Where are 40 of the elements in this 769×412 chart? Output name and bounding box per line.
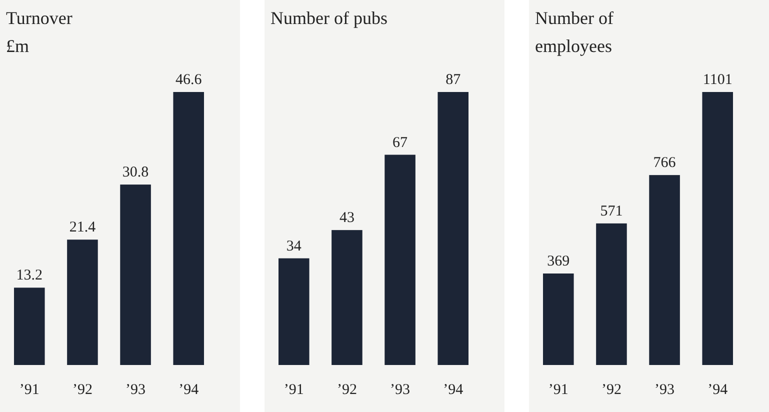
x-tick-label: ’94 bbox=[708, 382, 728, 398]
data-label: 43 bbox=[339, 210, 354, 226]
bar bbox=[384, 154, 416, 365]
bar bbox=[14, 288, 45, 365]
bar bbox=[649, 175, 680, 365]
x-tick-label: ’92 bbox=[336, 382, 357, 398]
x-tick-label: ’93 bbox=[390, 382, 410, 398]
x-tick-label: ’91 bbox=[284, 382, 304, 398]
bar bbox=[173, 92, 204, 365]
x-tick-label: ’91 bbox=[19, 382, 40, 398]
bar bbox=[596, 223, 627, 365]
data-label: 571 bbox=[600, 203, 623, 220]
y-axis-title: £m bbox=[6, 36, 30, 56]
x-tick-label: ’91 bbox=[548, 382, 568, 398]
x-tick-label: ’92 bbox=[601, 382, 622, 398]
bar bbox=[543, 274, 574, 365]
data-label: 67 bbox=[392, 134, 408, 151]
x-tick-label: ’94 bbox=[178, 382, 200, 398]
data-label: 46.6 bbox=[175, 72, 202, 88]
chart-title: Number of pubs bbox=[270, 8, 388, 28]
data-label: 766 bbox=[653, 155, 676, 172]
data-label: 1101 bbox=[702, 72, 732, 88]
bar bbox=[438, 92, 468, 365]
chart-title: Number of employees bbox=[535, 8, 614, 56]
x-tick-label: ’94 bbox=[443, 382, 464, 398]
bar bbox=[278, 258, 310, 365]
data-label: 369 bbox=[547, 254, 570, 270]
bar bbox=[120, 184, 151, 365]
x-tick-label: ’93 bbox=[126, 382, 146, 398]
chart-title: Turnover bbox=[6, 8, 72, 28]
data-label: 87 bbox=[446, 72, 462, 88]
x-tick-label: ’93 bbox=[654, 382, 675, 398]
bar bbox=[67, 240, 98, 365]
data-label: 21.4 bbox=[69, 220, 96, 236]
bar bbox=[332, 230, 362, 365]
x-tick-label: ’92 bbox=[72, 382, 92, 398]
data-label: 13.2 bbox=[16, 268, 43, 284]
data-label: 30.8 bbox=[122, 164, 149, 181]
bar bbox=[702, 92, 733, 365]
data-label: 34 bbox=[286, 238, 302, 254]
